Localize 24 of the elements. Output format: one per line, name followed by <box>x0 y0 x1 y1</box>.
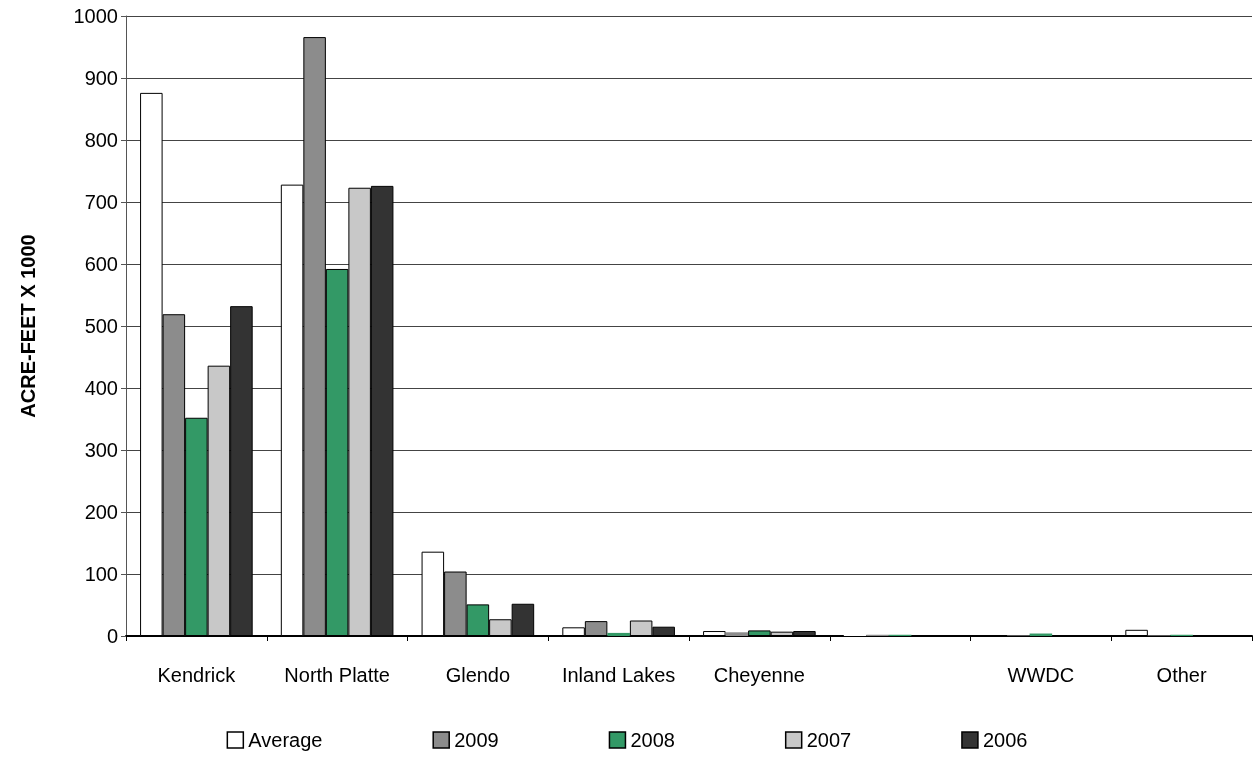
legend-label: 2006 <box>982 729 1028 751</box>
legend-label: 2009 <box>454 729 499 751</box>
y-tick-label: 1000 <box>73 5 118 27</box>
y-tick-label: 300 <box>84 439 118 461</box>
legend-label: Average <box>248 729 323 751</box>
y-tick-label: 600 <box>84 253 118 275</box>
y-tick-label: 800 <box>84 129 118 151</box>
y-tick-label: 900 <box>84 67 118 89</box>
x-tick-label: Other <box>1156 664 1207 686</box>
y-tick-label: 200 <box>84 501 118 523</box>
y-tick-label: 400 <box>84 377 118 399</box>
y-tick-label: 700 <box>84 191 118 213</box>
x-tick-label: Glendo <box>445 664 511 686</box>
legend-label: 2008 <box>630 729 675 751</box>
y-tick-label: 0 <box>106 625 118 647</box>
y-axis-title: ACRE-FEET X 1000 <box>17 234 39 418</box>
x-tick-label: Inland Lakes <box>561 664 676 686</box>
x-tick-label: WWDC <box>1007 664 1075 686</box>
x-tick-label: Kendrick <box>157 664 237 686</box>
y-tick-label: 500 <box>84 315 118 337</box>
x-tick-label: Cheyenne <box>713 664 805 686</box>
y-tick-label: 100 <box>84 563 118 585</box>
x-tick-label: North Platte <box>284 664 390 686</box>
legend-label: 2007 <box>806 729 852 751</box>
